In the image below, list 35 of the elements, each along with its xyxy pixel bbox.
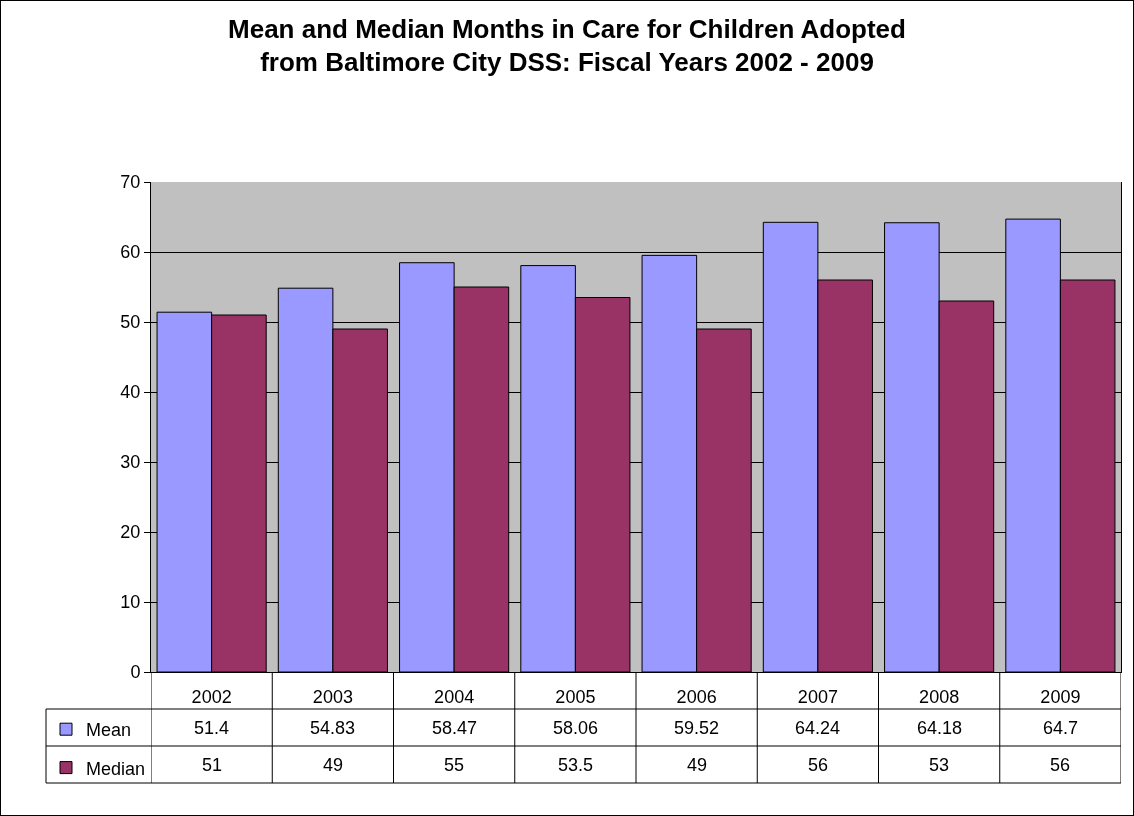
data-label: 51.4 [194,718,230,738]
data-label: 64.7 [1043,718,1079,738]
data-label: 55 [444,755,465,775]
data-label: 51 [202,755,223,775]
y-tick-label: 50 [120,312,141,333]
y-tick-label: 30 [120,452,141,473]
chart-title: Mean and Median Months in Care for Children Adopted from Baltimore City DSS: Fiscal Years 2002 - 2009 [228,13,906,78]
x-tick-label: 2007 [797,686,838,707]
data-label: 49 [323,755,344,775]
y-tick-label: 10 [120,592,141,613]
data-label: 54.83 [310,718,356,738]
data-label: 59.52 [674,718,720,738]
data-label: 53 [929,755,950,775]
y-tick-label: 0 [130,662,141,683]
data-label: 49 [687,755,708,775]
x-tick-label: 2004 [434,686,475,707]
y-tick-label: 70 [120,172,141,193]
data-label: 56 [808,755,829,775]
x-tick-label: 2009 [1040,686,1081,707]
data-label: 53.5 [558,755,594,775]
legend-label: Median [86,758,146,779]
x-tick-label: 2006 [676,686,717,707]
x-tick-label: 2003 [312,686,353,707]
x-tick-label: 2005 [555,686,596,707]
legend-label: Mean [86,720,132,741]
x-tick-label: 2002 [191,686,232,707]
x-tick-label: 2008 [919,686,960,707]
y-tick-label: 60 [120,242,141,263]
data-label: 58.06 [553,718,599,738]
data-label: 56 [1050,755,1071,775]
data-label: 58.47 [432,718,478,738]
y-tick-label: 40 [120,382,141,403]
y-tick-label: 20 [120,522,141,543]
data-label: 64.18 [917,718,963,738]
data-label: 64.24 [795,718,841,738]
